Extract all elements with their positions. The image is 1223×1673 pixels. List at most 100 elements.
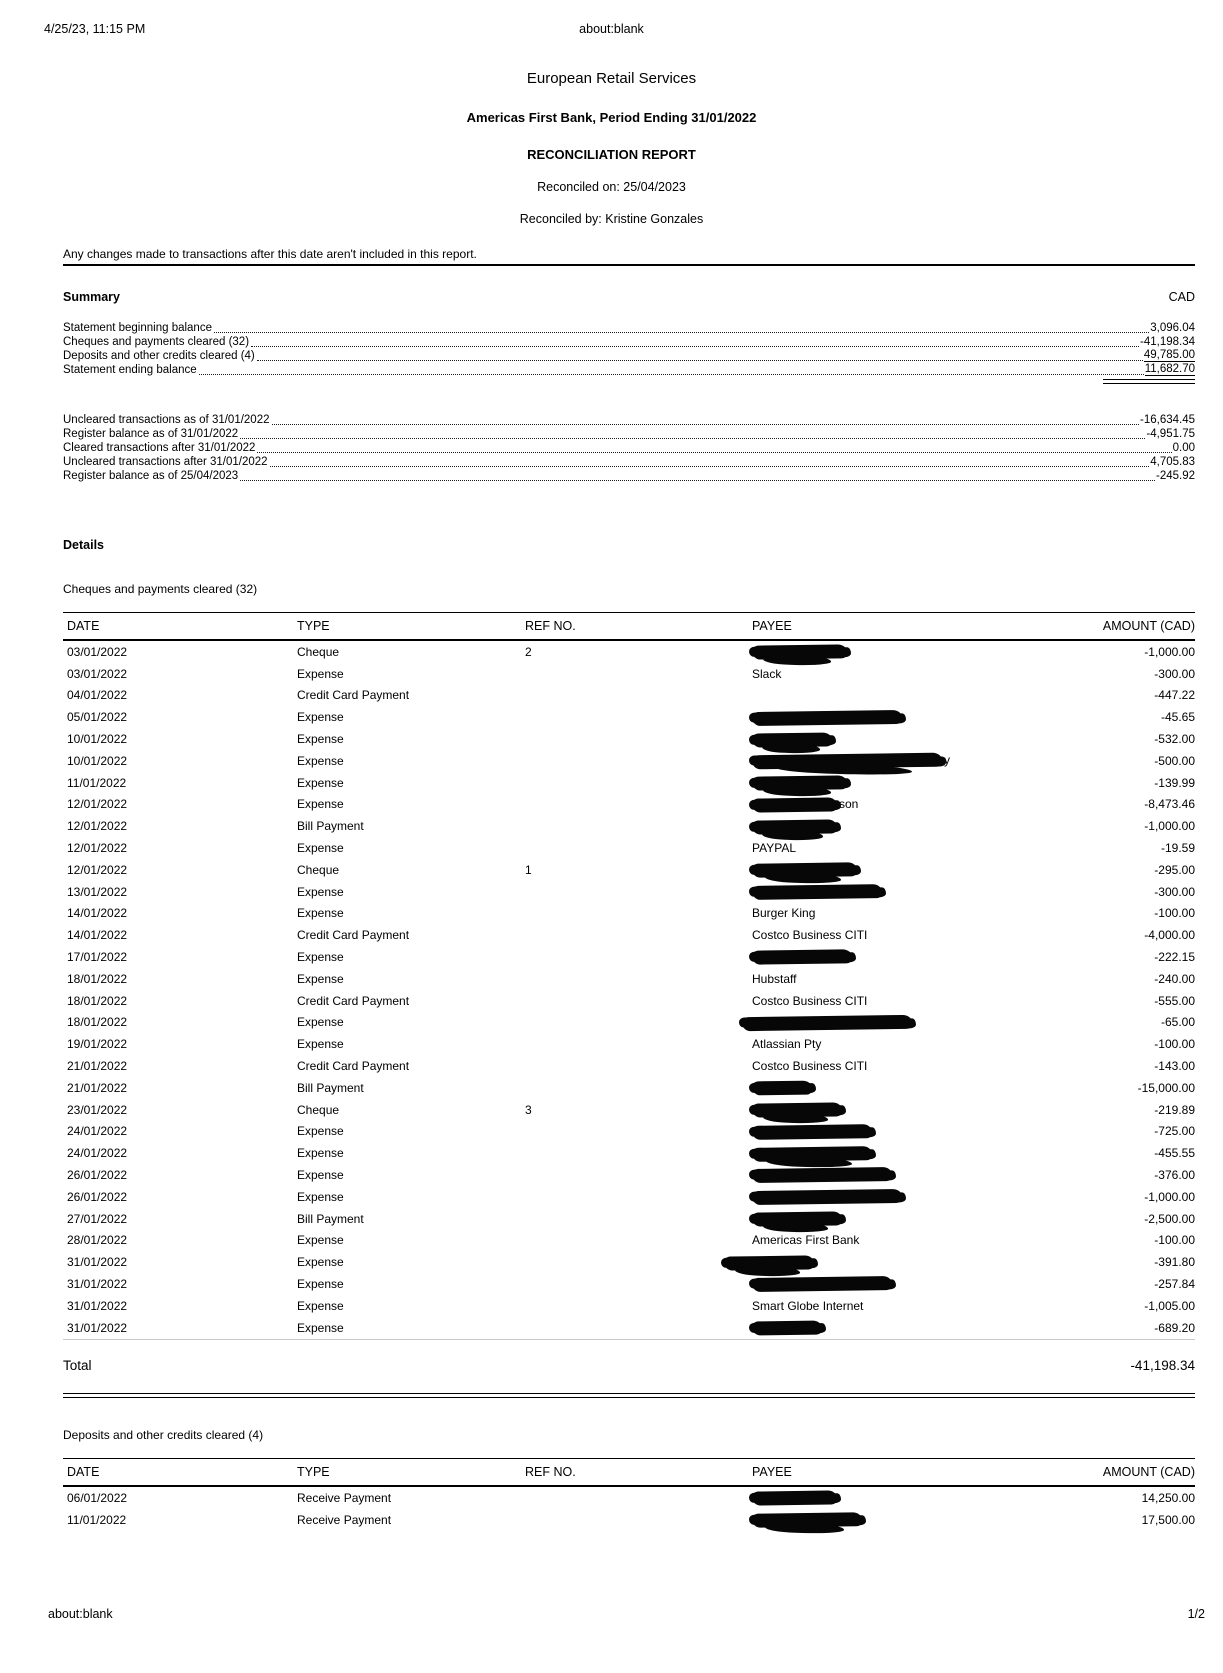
- table-row: 05/01/2022 Expense -45.65: [63, 706, 1195, 728]
- summary-row-amount: -4,951.75: [1146, 428, 1195, 440]
- notice-text: Any changes made to transactions after t…: [63, 247, 1195, 266]
- table-row: 18/01/2022 Credit Card Payment Costco Busi…: [63, 990, 1195, 1012]
- cell-amount: -555.00: [1154, 993, 1195, 1008]
- cell-date: 11/01/2022: [67, 775, 127, 790]
- dot-leader: [251, 346, 1139, 347]
- cell-amount: -295.00: [1154, 862, 1195, 877]
- table-row: 24/01/2022 Expense -455.55: [63, 1142, 1195, 1164]
- redaction-scribble: [751, 1512, 863, 1528]
- cell-amount: -1,005.00: [1144, 1298, 1195, 1313]
- summary-row: Uncleared transactions as of 31/01/2022 -…: [63, 412, 1195, 426]
- cell-ref-no: 3: [525, 1102, 532, 1117]
- table-row: 13/01/2022 Expense -300.00: [63, 881, 1195, 903]
- cell-date: 21/01/2022: [67, 1059, 128, 1074]
- cell-type: Expense: [297, 732, 344, 747]
- redaction-scribble: [751, 775, 848, 791]
- cell-payee: Burger King: [752, 906, 816, 921]
- cell-date: 27/01/2022: [67, 1211, 128, 1226]
- cell-type: Expense: [297, 753, 344, 768]
- cell-date: 31/01/2022: [67, 1320, 128, 1335]
- cell-date: 21/01/2022: [67, 1080, 128, 1095]
- table-row: 11/01/2022 Receive Payment 17,500.00: [63, 1509, 1195, 1531]
- table-row: 26/01/2022 Expense -376.00: [63, 1164, 1195, 1186]
- table-row: 14/01/2022 Credit Card Payment Costco Busi…: [63, 924, 1195, 946]
- column-header-payee: PAYEE: [752, 619, 792, 633]
- table-row: 31/01/2022 Expense -689.20: [63, 1317, 1195, 1339]
- cell-type: Expense: [297, 666, 344, 681]
- summary-row: Cheques and payments cleared (32) -41,198…: [63, 334, 1195, 348]
- cell-amount: -300.00: [1154, 666, 1195, 681]
- cell-date: 12/01/2022: [67, 819, 128, 834]
- cell-amount: -1,000.00: [1144, 1189, 1195, 1204]
- cell-date: 18/01/2022: [67, 971, 128, 986]
- table-header-row: DATE TYPE REF NO. PAYEE AMOUNT (CAD): [63, 612, 1195, 641]
- cell-type: Expense: [297, 1124, 344, 1139]
- cell-date: 13/01/2022: [67, 884, 128, 899]
- cell-payee: [751, 1490, 1048, 1506]
- cell-payee: [751, 1189, 1048, 1206]
- cell-date: 10/01/2022: [67, 732, 128, 747]
- cell-amount: -100.00: [1154, 906, 1195, 921]
- cell-type: Receive Payment: [297, 1490, 392, 1505]
- cell-payee: [751, 1320, 1048, 1336]
- summary-block-statement: Statement beginning balance 3,096.04 Chequ…: [63, 320, 1195, 384]
- cell-amount: -1,000.00: [1144, 644, 1195, 659]
- cell-type: Expense: [297, 1189, 344, 1204]
- cell-type: Expense: [297, 1146, 344, 1161]
- cell-amount: -500.00: [1154, 753, 1195, 768]
- cell-type: Expense: [297, 884, 344, 899]
- cell-date: 12/01/2022: [67, 841, 128, 856]
- cell-payee: [741, 1014, 1048, 1032]
- summary-row-amount: -245.92: [1155, 470, 1195, 482]
- cell-amount: -15,000.00: [1137, 1080, 1195, 1095]
- dot-leader: [269, 466, 1150, 467]
- cell-type: Bill Payment: [297, 1211, 364, 1226]
- table-row: 03/01/2022 Cheque 2 -1,000.00: [63, 641, 1195, 663]
- cell-type: Credit Card Payment: [297, 1059, 410, 1074]
- cell-amount: -376.00: [1154, 1168, 1195, 1183]
- print-footer-url: about:blank: [48, 1607, 113, 1621]
- cell-amount: -4,000.00: [1144, 928, 1195, 943]
- cell-ref-no: 2: [525, 644, 532, 659]
- cell-amount: -455.55: [1154, 1146, 1195, 1161]
- column-header-amount: AMOUNT (CAD): [1102, 619, 1195, 633]
- total-label: Total: [63, 1357, 92, 1373]
- cell-amount: -19.59: [1160, 841, 1195, 856]
- cell-amount: -725.00: [1154, 1124, 1195, 1139]
- cell-amount: -1,000.00: [1144, 819, 1195, 834]
- print-footer-page-number: 1/2: [1187, 1607, 1205, 1621]
- summary-row-label: Uncleared transactions after 31/01/2022: [63, 456, 268, 468]
- column-header-date: DATE: [67, 1465, 100, 1479]
- dot-leader: [240, 438, 1146, 439]
- transactions-table: DATE TYPE REF NO. PAYEE AMOUNT (CAD) 06/01/20…: [63, 1458, 1195, 1531]
- cell-payee: [723, 1254, 1048, 1271]
- redaction-scribble: [751, 1211, 843, 1227]
- transactions-table: DATE TYPE REF NO. PAYEE AMOUNT (CAD) 03/01/20…: [63, 612, 1195, 1340]
- cell-payee: Costco Business CITI: [752, 1059, 868, 1074]
- cell-payee: [751, 1276, 1048, 1293]
- cell-amount: -8,473.46: [1144, 797, 1195, 812]
- redaction-scribble: [751, 862, 858, 879]
- redaction-scribble: [751, 1102, 843, 1118]
- cell-amount: -139.99: [1154, 775, 1195, 790]
- cell-amount: -65.00: [1160, 1015, 1195, 1030]
- cell-date: 11/01/2022: [67, 1512, 127, 1527]
- cell-date: 28/01/2022: [67, 1233, 128, 1248]
- column-header-payee: PAYEE: [752, 1465, 792, 1479]
- cell-amount: 17,500.00: [1141, 1512, 1195, 1527]
- section-end-double-rule: [63, 1392, 1195, 1398]
- cell-payee: [751, 819, 1048, 835]
- table-row: 19/01/2022 Expense Atlassian Pty -100.00: [63, 1033, 1195, 1055]
- table-row: 21/01/2022 Bill Payment -15,000.00: [63, 1077, 1195, 1099]
- cell-type: Expense: [297, 971, 344, 986]
- redaction-scribble: [741, 1014, 913, 1032]
- column-header-type: TYPE: [297, 1465, 330, 1479]
- table-row: 03/01/2022 Expense Slack -300.00: [63, 663, 1195, 685]
- table-row: 14/01/2022 Expense Burger King -100.00: [63, 903, 1195, 925]
- detail-section: Deposits and other credits cleared (4) DA…: [63, 1428, 1195, 1531]
- summary-row-label: Statement beginning balance: [63, 322, 212, 334]
- table-row: 24/01/2022 Expense -725.00: [63, 1121, 1195, 1143]
- details-heading: Details: [63, 538, 104, 552]
- cell-type: Cheque: [297, 862, 340, 877]
